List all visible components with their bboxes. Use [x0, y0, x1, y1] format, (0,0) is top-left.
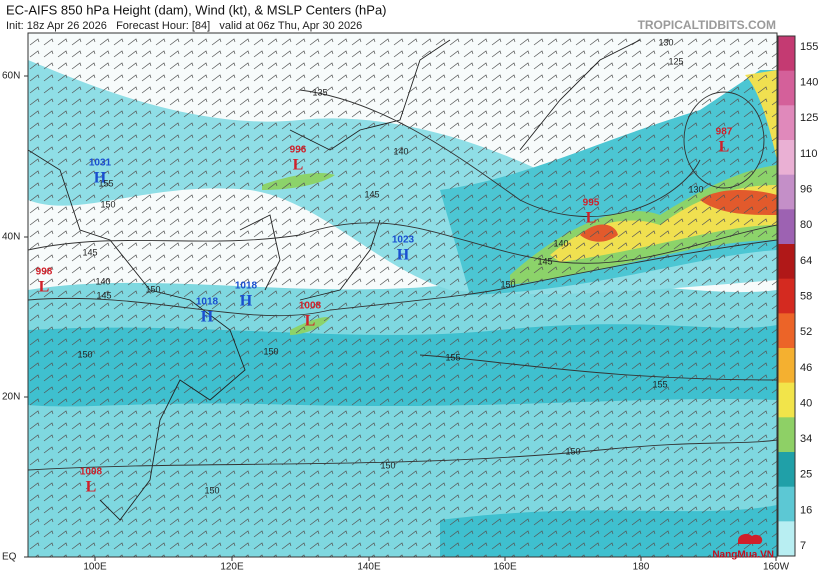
- contour-label: 150: [380, 460, 395, 470]
- contour-label: 155: [652, 379, 667, 389]
- lon-label: 120E: [220, 562, 244, 573]
- colorbar-label: 125: [800, 112, 818, 124]
- contour-label: 135: [312, 87, 327, 97]
- colorbar-segment: [778, 140, 795, 176]
- colorbar-label: 58: [800, 290, 812, 302]
- map-frame: [27, 32, 778, 558]
- title: EC-AIFS 850 hPa Height (dam), Wind (kt),…: [6, 2, 387, 17]
- colorbar-segment: [778, 278, 795, 314]
- contour-label: 145: [82, 247, 97, 257]
- colorbar-frame: [777, 35, 796, 557]
- contour-label: 130: [658, 37, 673, 47]
- center-value: 1008: [80, 467, 103, 478]
- center-symbol: L: [39, 279, 50, 296]
- center-symbol: H: [240, 293, 253, 310]
- center-symbol: L: [586, 210, 597, 227]
- contour-label: 130: [688, 184, 703, 194]
- center-value: 1018: [196, 297, 219, 308]
- brand: TROPICALTIDBITS.COM: [638, 18, 776, 32]
- lat-label: 60N: [2, 71, 20, 82]
- colorbar-segment: [778, 70, 795, 106]
- watermark-icon: [737, 533, 763, 544]
- overlay: 60N 40N 20N EQ 100E 120E 140E 160E 180 160W 155 140…: [2, 35, 818, 573]
- contour-label: 140: [393, 146, 408, 156]
- lon-label: 100E: [83, 562, 107, 573]
- lat-label: EQ: [2, 552, 17, 563]
- center-symbol: H: [94, 170, 107, 187]
- contour-label: 145: [537, 256, 552, 266]
- colorbar-segment: [778, 452, 795, 488]
- lon-label: 160W: [763, 562, 790, 573]
- contour-label: 150: [100, 199, 115, 209]
- colorbar-segment: [778, 382, 795, 418]
- center-symbol: L: [86, 479, 97, 496]
- colorbar-label: 40: [800, 397, 812, 409]
- colorbar-label: 16: [800, 504, 812, 516]
- colorbar-label: 46: [800, 362, 812, 374]
- colorbar-segment: [778, 209, 795, 245]
- colorbar-label: 34: [800, 433, 812, 445]
- contour-label: 145: [96, 290, 111, 300]
- contour-label: 125: [668, 56, 683, 66]
- center-symbol: L: [305, 313, 316, 330]
- colorbar-segment: [778, 174, 795, 210]
- watermark: NangMua.VN: [712, 550, 774, 561]
- colorbar-label: 52: [800, 326, 812, 338]
- contour-label: 150: [500, 279, 515, 289]
- contour-label: 145: [364, 189, 379, 199]
- colorbar-segment: [778, 36, 795, 72]
- lat-label: 20N: [2, 392, 20, 403]
- center-symbol: L: [293, 157, 304, 174]
- colorbar-label: 140: [800, 77, 818, 89]
- lon-label: 180: [633, 562, 650, 573]
- lon-label: 140E: [357, 562, 381, 573]
- center-value: 998: [36, 267, 53, 278]
- colorbar-segment: [778, 521, 795, 557]
- colorbar-segment: [778, 244, 795, 280]
- center-symbol: H: [397, 247, 410, 264]
- colorbar-label: 64: [800, 255, 812, 267]
- colorbar-segment: [778, 313, 795, 349]
- center-value: 995: [583, 198, 600, 209]
- center-value: 1031: [89, 158, 112, 169]
- colorbar-label: 155: [800, 41, 818, 53]
- colorbar-label: 96: [800, 184, 812, 196]
- colorbar-segment: [778, 348, 795, 384]
- contour-label: 150: [204, 485, 219, 495]
- center-value: 1008: [299, 301, 322, 312]
- center-symbol: H: [201, 309, 214, 326]
- colorbar-label: 25: [800, 469, 812, 481]
- center-value: 1023: [392, 235, 415, 246]
- contour-label: 155: [98, 178, 113, 188]
- contour-label: 140: [95, 276, 110, 286]
- colorbar-segment: [778, 417, 795, 453]
- center-value: 1018: [235, 281, 258, 292]
- contour-label: 140: [553, 238, 568, 248]
- colorbar-label: 110: [800, 148, 818, 160]
- lat-label: 40N: [2, 232, 20, 243]
- contour-label: 150: [565, 446, 580, 456]
- colorbar-segment: [778, 486, 795, 522]
- contour-label: 150: [263, 346, 278, 356]
- subtitle: Init: 18z Apr 26 2026 Forecast Hour: [84…: [6, 20, 362, 32]
- contour-label: 150: [77, 349, 92, 359]
- colorbar-segment: [778, 105, 795, 141]
- contour-label: 150: [145, 284, 160, 294]
- lon-label: 160E: [493, 562, 517, 573]
- center-symbol: L: [719, 139, 730, 156]
- contour-label: 155: [445, 352, 460, 362]
- colorbar-label: 80: [800, 219, 812, 231]
- colorbar-label: 7: [800, 540, 806, 552]
- map-area: [28, 33, 777, 557]
- center-value: 996: [290, 145, 307, 156]
- center-value: 987: [716, 127, 733, 138]
